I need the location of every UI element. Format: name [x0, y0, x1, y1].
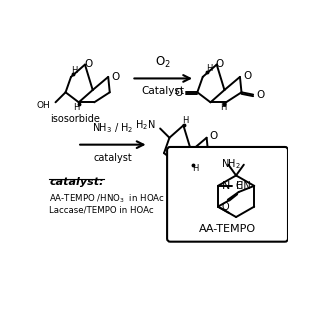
FancyBboxPatch shape: [167, 147, 288, 242]
Text: OH: OH: [36, 101, 50, 110]
Text: NH$_3$ / H$_2$: NH$_3$ / H$_2$: [92, 122, 133, 135]
Text: NH$_2$: NH$_2$: [221, 157, 241, 171]
Text: O: O: [210, 131, 218, 141]
Text: catalyst: catalyst: [93, 153, 132, 163]
Text: O: O: [256, 90, 264, 100]
Text: H: H: [206, 64, 212, 73]
Text: O: O: [216, 59, 224, 69]
Text: Laccase/TEMPO in HOAc: Laccase/TEMPO in HOAc: [49, 205, 154, 214]
Text: O: O: [222, 202, 229, 212]
Text: catalyst:: catalyst:: [49, 177, 104, 187]
Text: C: C: [236, 181, 243, 191]
Text: AA-TEMPO /HNO$_3$  in HOAc: AA-TEMPO /HNO$_3$ in HOAc: [49, 192, 165, 205]
Text: O$_2$: O$_2$: [155, 55, 171, 70]
Text: H$_2$N: H$_2$N: [135, 118, 156, 132]
Text: H: H: [71, 66, 77, 75]
Text: O: O: [111, 72, 120, 82]
Text: H: H: [220, 103, 227, 112]
Text: H: H: [182, 116, 189, 125]
Text: HN: HN: [236, 181, 251, 191]
Text: O: O: [84, 59, 92, 69]
Text: Catalyst: Catalyst: [142, 86, 185, 96]
Text: O: O: [243, 71, 251, 81]
Text: H: H: [192, 164, 198, 173]
Text: O: O: [174, 88, 183, 98]
Text: isosorbide: isosorbide: [50, 114, 100, 124]
Text: AA-TEMPO: AA-TEMPO: [199, 224, 256, 234]
Text: H: H: [73, 103, 80, 112]
Text: N: N: [222, 181, 230, 191]
